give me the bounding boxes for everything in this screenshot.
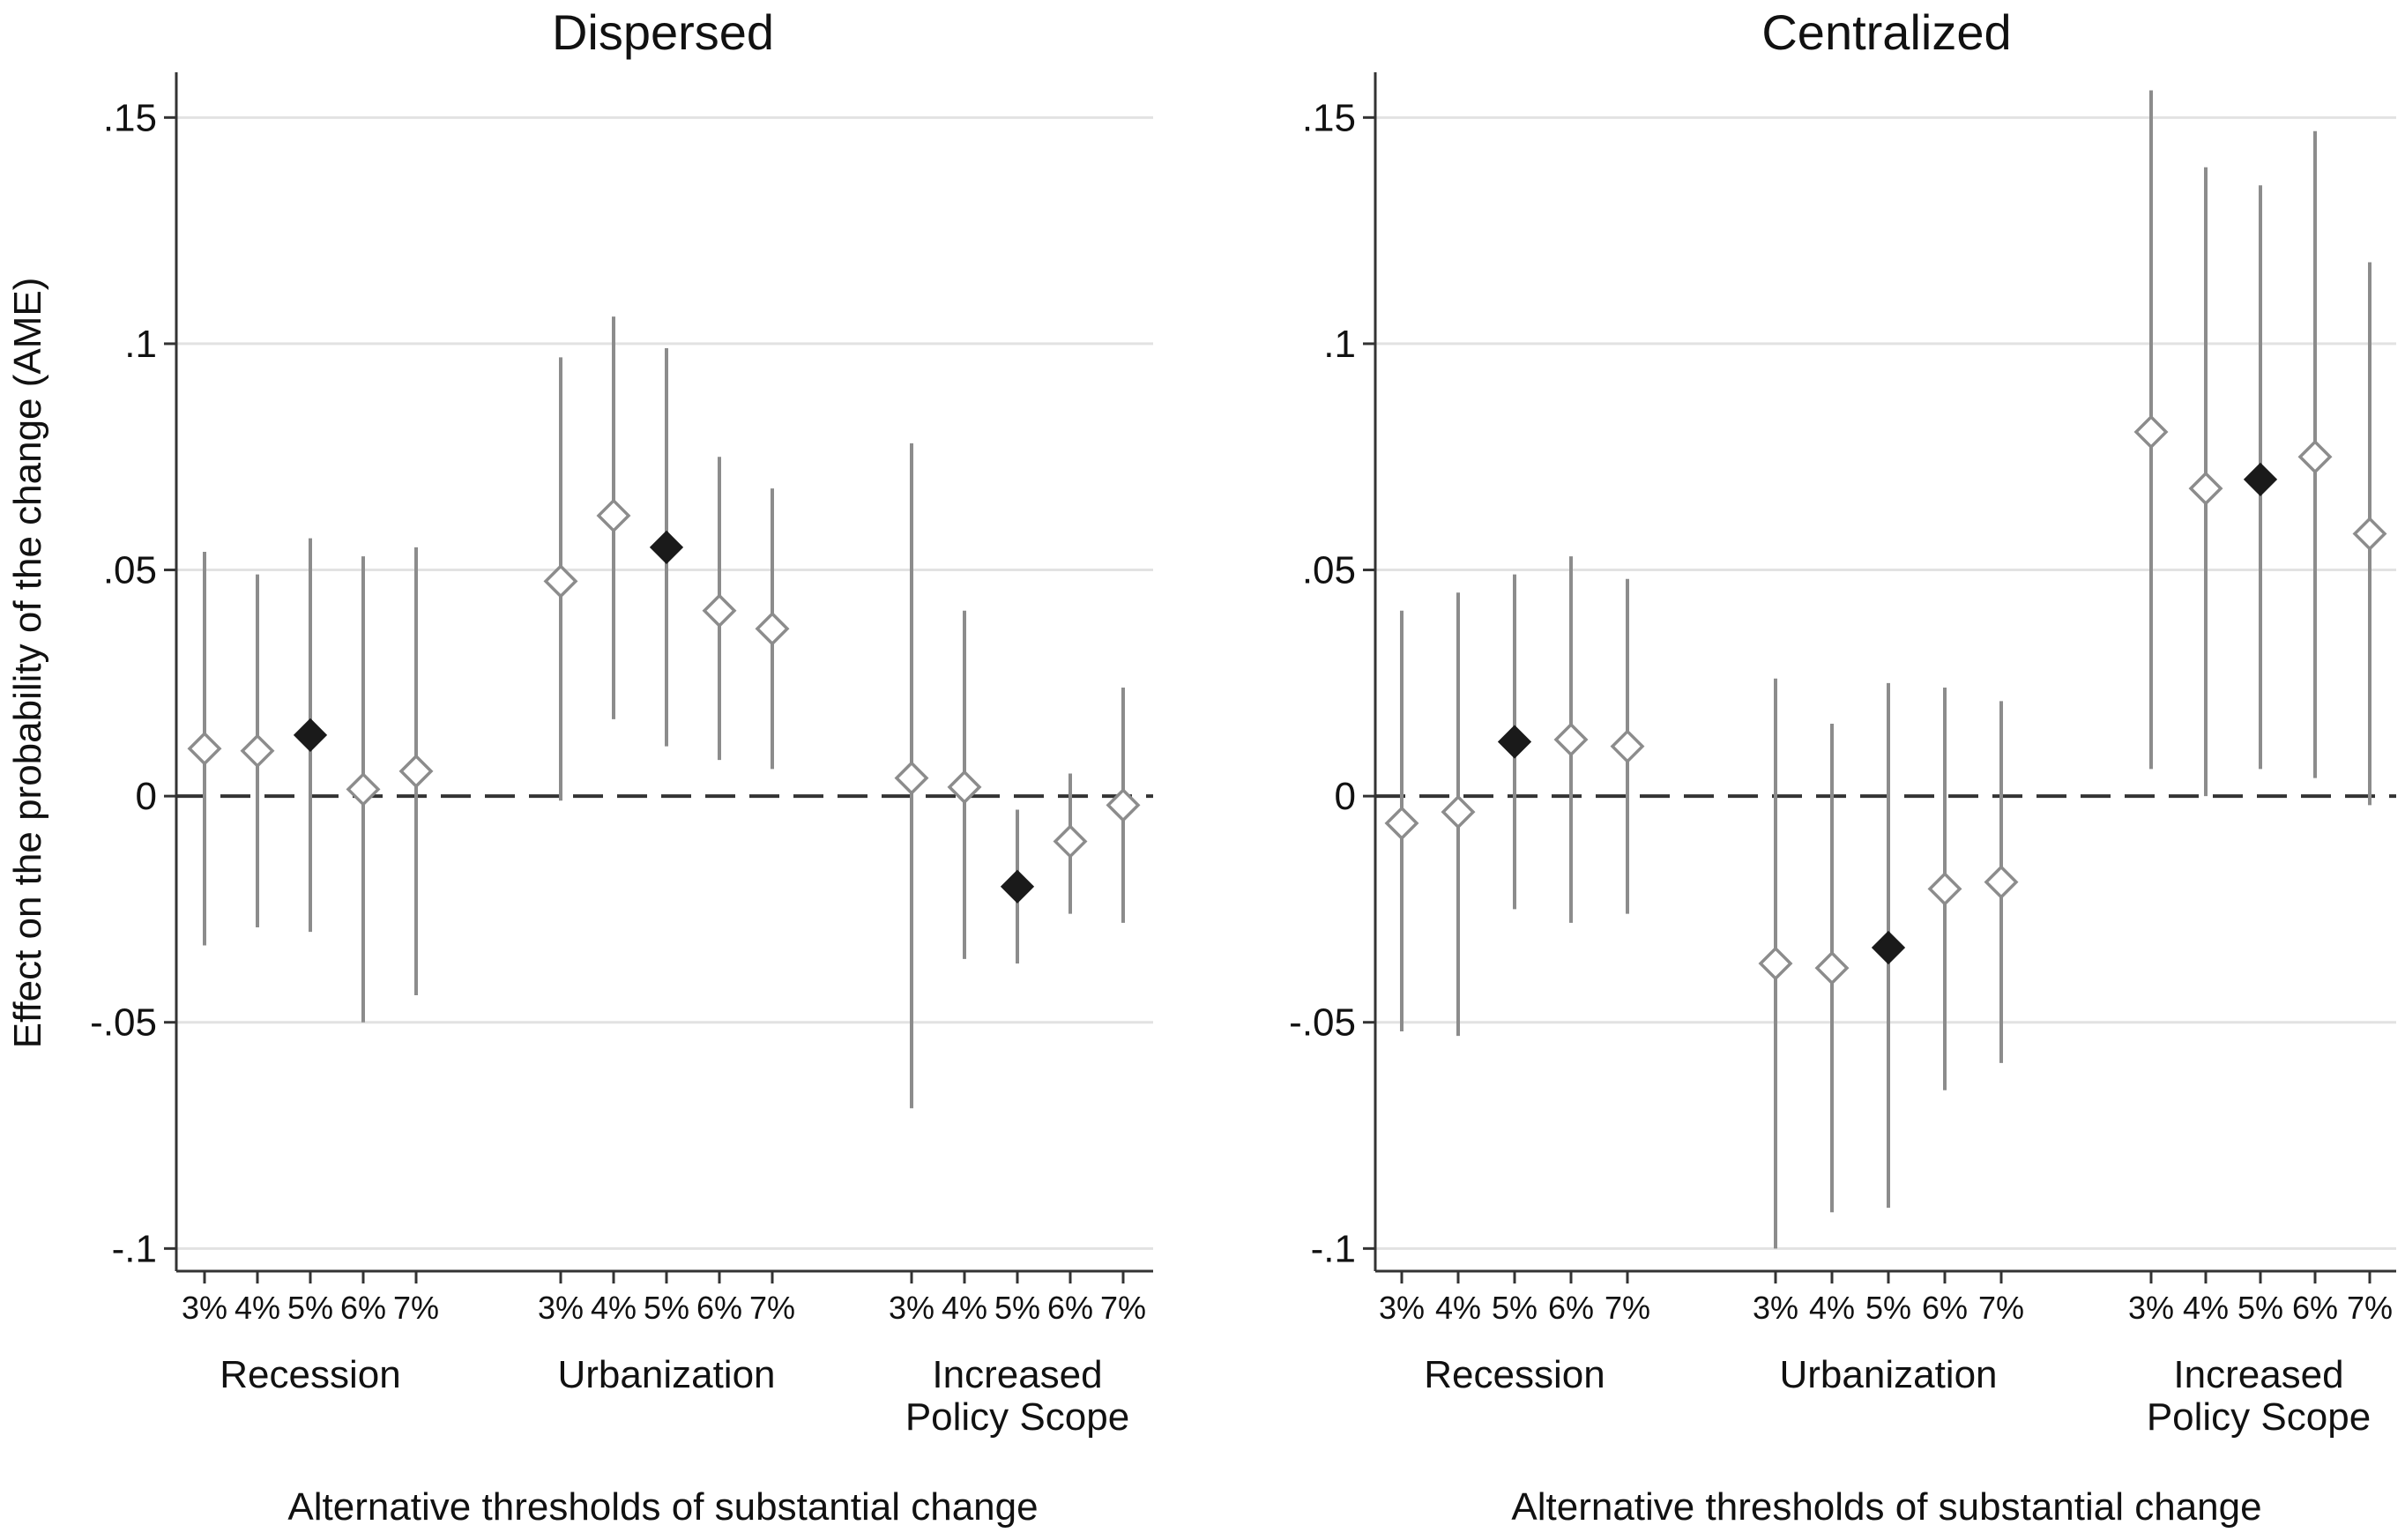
point-estimate-open [1984,865,2019,900]
y-tick-label: 0 [136,775,157,818]
point-estimate-open [1106,787,1141,822]
x-axis-label: Alternative thresholds of substantial ch… [1511,1485,2261,1529]
x-tick-label: 3% [889,1290,934,1326]
point-estimate-open [947,770,982,805]
point-estimate-open [2133,414,2169,450]
y-tick-label: .15 [1302,96,1356,139]
point-estimate-open [2297,439,2333,474]
point-estimate-filled [293,718,328,752]
point-estimate-open [1053,823,1088,859]
x-tick-label: 7% [749,1290,795,1326]
x-tick-label: 6% [1047,1290,1093,1326]
point-estimate-open [596,498,631,533]
group-recession: 3% 4% 5% 6% 7% Recession [182,538,439,1396]
panel-title: Centralized [1761,4,2011,60]
point-estimate-open [1927,871,1962,906]
y-tick-label: .1 [1323,323,1356,366]
x-tick-label: 5% [644,1290,689,1326]
group-label: Increased [932,1353,1102,1396]
group-label: Urbanization [557,1353,775,1396]
x-tick-label: 3% [1379,1290,1425,1326]
point-estimate-filled [2243,462,2278,497]
point-estimate-open [1610,729,1645,764]
point-estimate-open [240,733,275,769]
point-estimate-open [1553,722,1589,757]
panel-title: Dispersed [552,4,774,60]
x-tick-label: 3% [1753,1290,1798,1326]
group-label: Policy Scope [905,1395,1129,1439]
group-urbanization: 3% 4% 5% 6% 7% Urbanization [538,316,795,1396]
group-urbanization: 3% 4% 5% 6% 7% Urbanization [1753,678,2024,1396]
group-label: Recession [220,1353,400,1396]
point-estimate-open [1441,794,1476,830]
y-tick-label: -.1 [112,1227,157,1270]
x-tick-label: 6% [696,1290,742,1326]
point-estimate-open [755,611,790,646]
point-estimate-open [1814,950,1850,986]
y-tick-label: .1 [124,323,157,366]
x-tick-label: 4% [591,1290,637,1326]
point-estimate-filled [1871,930,1906,965]
x-axis-label: Alternative thresholds of substantial ch… [287,1485,1038,1529]
x-tick-label: 6% [340,1290,386,1326]
point-estimate-filled [1000,869,1035,904]
x-tick-label: 4% [2183,1290,2229,1326]
point-estimate-open [398,754,434,789]
x-tick-label: 5% [287,1290,333,1326]
x-tick-label: 5% [2237,1290,2283,1326]
y-tick-label: 0 [1335,775,1356,818]
point-estimate-open [346,771,381,807]
group-label: Recession [1424,1353,1605,1396]
y-tick-label: .05 [103,549,157,592]
point-estimate-open [2352,516,2387,551]
x-tick-label: 4% [235,1290,280,1326]
point-estimate-open [1384,806,1419,841]
x-tick-label: 3% [538,1290,584,1326]
x-tick-label: 6% [1922,1290,1968,1326]
x-tick-label: 7% [393,1290,439,1326]
y-tick-label: .15 [103,96,157,139]
x-tick-label: 7% [1100,1290,1146,1326]
y-tick-label: -.05 [90,1001,157,1045]
y-tick-label: -.05 [1289,1001,1356,1045]
x-tick-label: 5% [1865,1290,1911,1326]
x-tick-label: 4% [1809,1290,1855,1326]
point-estimate-open [1758,946,1793,981]
group-label: Policy Scope [2147,1395,2371,1439]
x-tick-label: 5% [1492,1290,1538,1326]
group-label: Increased [2173,1353,2343,1396]
point-estimate-filled [649,530,684,564]
y-tick-label: .05 [1302,549,1356,592]
x-tick-label: 3% [182,1290,227,1326]
point-estimate-open [2188,471,2223,506]
x-tick-label: 4% [1435,1290,1481,1326]
x-tick-label: 5% [994,1290,1040,1326]
point-estimate-open [894,761,929,796]
point-estimate-open [543,563,578,599]
x-tick-label: 7% [2347,1290,2393,1326]
y-axis-label: Effect on the probability of the change … [6,278,49,1049]
x-tick-label: 6% [2292,1290,2338,1326]
x-tick-label: 4% [942,1290,987,1326]
x-tick-label: 7% [1978,1290,2024,1326]
x-tick-label: 6% [1548,1290,1594,1326]
group-label: Urbanization [1779,1353,1997,1396]
x-tick-label: 3% [2128,1290,2174,1326]
x-tick-label: 7% [1605,1290,1650,1326]
point-estimate-open [187,731,222,766]
point-estimate-open [702,593,737,629]
point-estimate-filled [1497,725,1532,759]
y-tick-label: -.1 [1311,1227,1356,1270]
group-recession: 3% 4% 5% 6% 7%Recession [1379,556,1650,1396]
